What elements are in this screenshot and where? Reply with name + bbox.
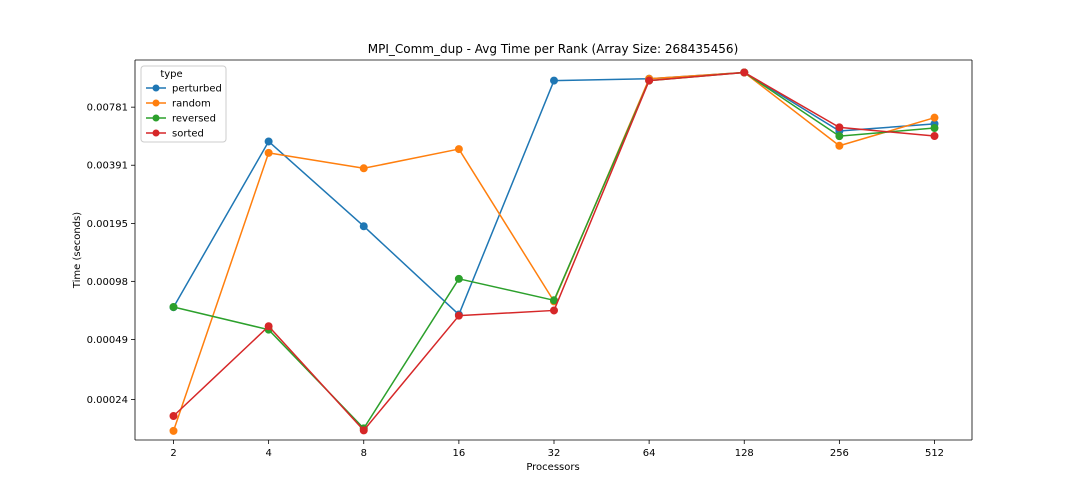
data-point-perturbed <box>550 76 558 85</box>
x-tick-label: 8 <box>361 448 367 459</box>
data-point-reversed <box>454 274 463 283</box>
x-tick-label: 256 <box>830 448 849 459</box>
y-tick-label: 0.00098 <box>87 277 128 288</box>
data-point-reversed <box>835 132 844 141</box>
legend-marker-reversed <box>152 114 160 122</box>
data-point-random <box>454 145 463 154</box>
axes-layer: 2 4 8 16 32 64 128 256 512 0.00024 0.00049 0.00098 0… <box>87 59 973 459</box>
y-tick-label: 0.00781 <box>87 103 128 114</box>
data-point-perturbed <box>359 222 368 231</box>
legend-marker-sorted <box>152 129 160 137</box>
data-point-random <box>359 164 368 173</box>
chart-title: MPI_Comm_dup - Avg Time per Rank (Array … <box>368 42 739 56</box>
x-tick-label: 512 <box>925 448 944 459</box>
data-point-sorted <box>359 426 368 435</box>
x-tick-label: 64 <box>643 448 656 459</box>
x-tick-label: 16 <box>453 448 466 459</box>
data-point-random <box>835 141 844 150</box>
y-tick-label: 0.00049 <box>87 335 128 346</box>
legend-title: type <box>160 69 182 80</box>
data-point-sorted <box>740 68 749 77</box>
data-point-reversed <box>169 302 178 311</box>
data-point-reversed <box>930 124 939 133</box>
data-point-sorted <box>550 306 558 315</box>
data-point-sorted <box>645 76 654 85</box>
legend-marker-random <box>152 99 160 107</box>
y-tick-label: 0.00024 <box>87 395 128 406</box>
x-axis-label: Processors <box>526 462 579 473</box>
y-axis-label: Time (seconds) <box>72 212 83 289</box>
legend-label-random: random <box>172 99 211 110</box>
data-point-sorted <box>930 131 939 140</box>
data-point-random <box>169 426 178 435</box>
x-tick-label: 4 <box>265 448 271 459</box>
data-point-sorted <box>264 322 273 331</box>
x-tick-label: 2 <box>170 448 176 459</box>
data-point-sorted <box>454 311 463 320</box>
legend-marker-perturbed <box>152 84 160 92</box>
y-tick-label: 0.00195 <box>87 219 128 230</box>
plot-area <box>135 60 972 440</box>
x-tick-label: 128 <box>735 448 754 459</box>
legend: type perturbed random reversed sorted <box>140 65 227 143</box>
series-layer <box>169 68 939 435</box>
y-tick-label: 0.00391 <box>87 161 128 172</box>
data-point-sorted <box>835 123 844 132</box>
data-point-random <box>930 113 939 122</box>
legend-box <box>140 65 227 143</box>
data-point-random <box>264 148 273 157</box>
legend-label-sorted: sorted <box>172 129 204 140</box>
data-point-perturbed <box>264 137 273 146</box>
data-point-sorted <box>169 411 178 420</box>
legend-label-reversed: reversed <box>172 114 216 125</box>
legend-label-perturbed: perturbed <box>172 84 222 95</box>
x-tick-label: 32 <box>548 448 561 459</box>
